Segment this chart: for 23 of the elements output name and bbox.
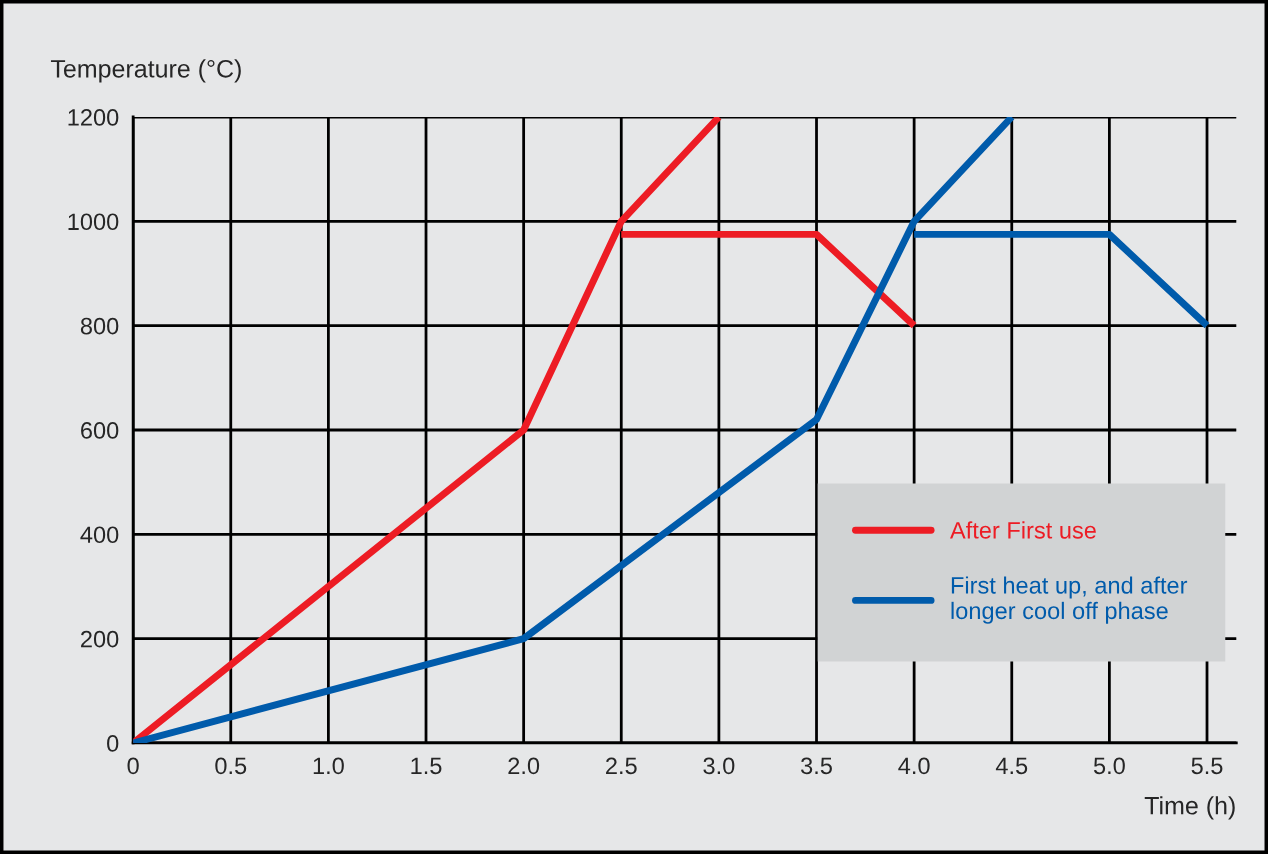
x-tick-label: 0.5 <box>215 757 247 775</box>
y-tick-label: 400 <box>80 526 119 544</box>
legend-label: After First use <box>950 521 1096 539</box>
y-axis-title: Temperature (°C) <box>50 59 241 83</box>
x-tick-label: 4.5 <box>995 757 1028 775</box>
y-tick-label: 1000 <box>68 213 119 231</box>
x-tick-label: 1.5 <box>411 757 442 775</box>
y-tick-label: 0 <box>107 735 119 752</box>
x-tick-label: 3.0 <box>703 757 735 775</box>
x-tick-label: 1.0 <box>313 757 344 775</box>
y-tick-label: 600 <box>81 422 119 439</box>
y-tick-label: 200 <box>81 630 119 648</box>
x-tick-label: 5.0 <box>1093 757 1125 775</box>
y-tick-label: 1200 <box>68 109 119 126</box>
y-tick-label: 800 <box>80 317 119 335</box>
x-tick-label: 2.0 <box>508 757 540 775</box>
x-axis-title: Time (h) <box>1144 796 1235 820</box>
x-tick-label: 4.0 <box>898 757 930 775</box>
x-tick-label: 0 <box>127 757 139 775</box>
x-tick-label: 5.5 <box>1191 757 1223 775</box>
x-tick-label: 3.5 <box>801 757 832 775</box>
x-tick-label: 2.5 <box>606 757 637 775</box>
legend-label: First heat up, and after longer cool off phase <box>951 576 1188 624</box>
